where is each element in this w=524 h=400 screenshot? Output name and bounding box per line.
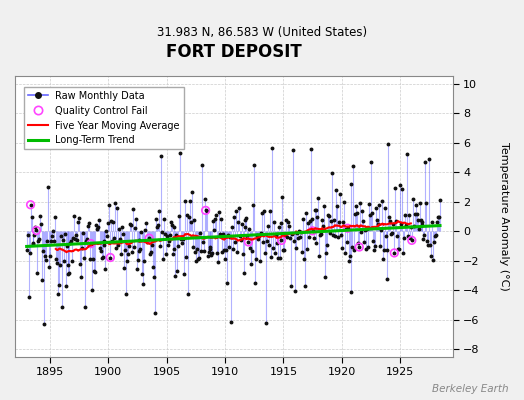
Point <box>26 202 35 208</box>
Y-axis label: Temperature Anomaly (°C): Temperature Anomaly (°C) <box>499 142 509 291</box>
Legend: Raw Monthly Data, Quality Control Fail, Five Year Moving Average, Long-Term Tren: Raw Monthly Data, Quality Control Fail, … <box>24 87 184 149</box>
Point <box>408 237 416 244</box>
Text: 31.983 N, 86.583 W (United States): 31.983 N, 86.583 W (United States) <box>157 26 367 39</box>
Point <box>309 228 317 234</box>
Point <box>201 207 210 214</box>
Point <box>106 254 115 261</box>
Point <box>244 239 253 245</box>
Point <box>145 235 154 241</box>
Point <box>355 244 364 250</box>
Text: Berkeley Earth: Berkeley Earth <box>432 384 508 394</box>
Title: FORT DEPOSIT: FORT DEPOSIT <box>166 43 302 61</box>
Point <box>277 237 286 244</box>
Point <box>390 250 398 256</box>
Point <box>343 225 352 232</box>
Point <box>86 240 95 247</box>
Point <box>32 227 40 234</box>
